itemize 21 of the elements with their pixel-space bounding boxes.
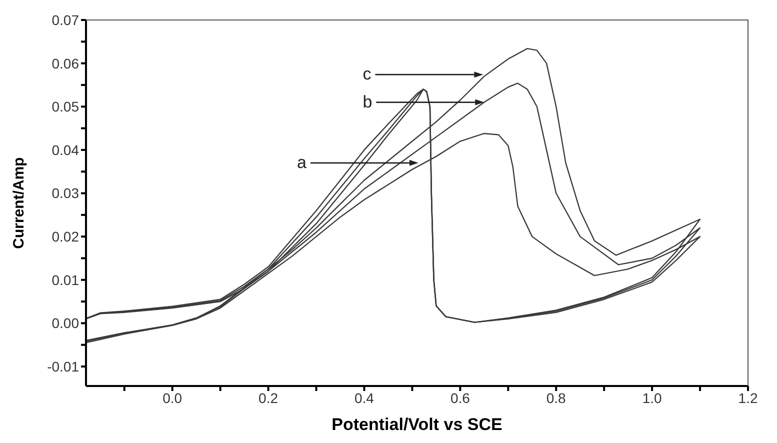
x-tick-label: 1.2 <box>738 390 758 406</box>
y-tick-label: 0.03 <box>52 185 80 202</box>
y-tick-label: 0.01 <box>52 272 80 288</box>
y-tick-label: 0.04 <box>52 142 80 158</box>
y-tick-label: 0.07 <box>52 12 80 28</box>
x-tick-label: 0.4 <box>354 390 374 406</box>
x-tick-label: 0.6 <box>450 390 470 406</box>
x-tick-label: 0.8 <box>546 390 566 406</box>
y-tick-label: 0.02 <box>52 228 80 245</box>
annotation: a <box>296 152 307 172</box>
x-tick-label: 1.0 <box>642 390 662 406</box>
x-tick-label: 0.2 <box>258 390 278 406</box>
y-tick-label: -0.01 <box>47 358 80 374</box>
y-tick-label: 0.05 <box>52 98 80 115</box>
y-tick-label: 0.06 <box>52 55 80 72</box>
y-axis-title: Current/Amp <box>10 157 28 249</box>
x-tick-label: 0.0 <box>162 390 182 406</box>
x-axis-title: Potential/Volt vs SCE <box>332 415 502 434</box>
y-tick-label: 0.00 <box>52 315 80 332</box>
annotation: c <box>362 64 372 84</box>
annotation: b <box>362 92 372 112</box>
